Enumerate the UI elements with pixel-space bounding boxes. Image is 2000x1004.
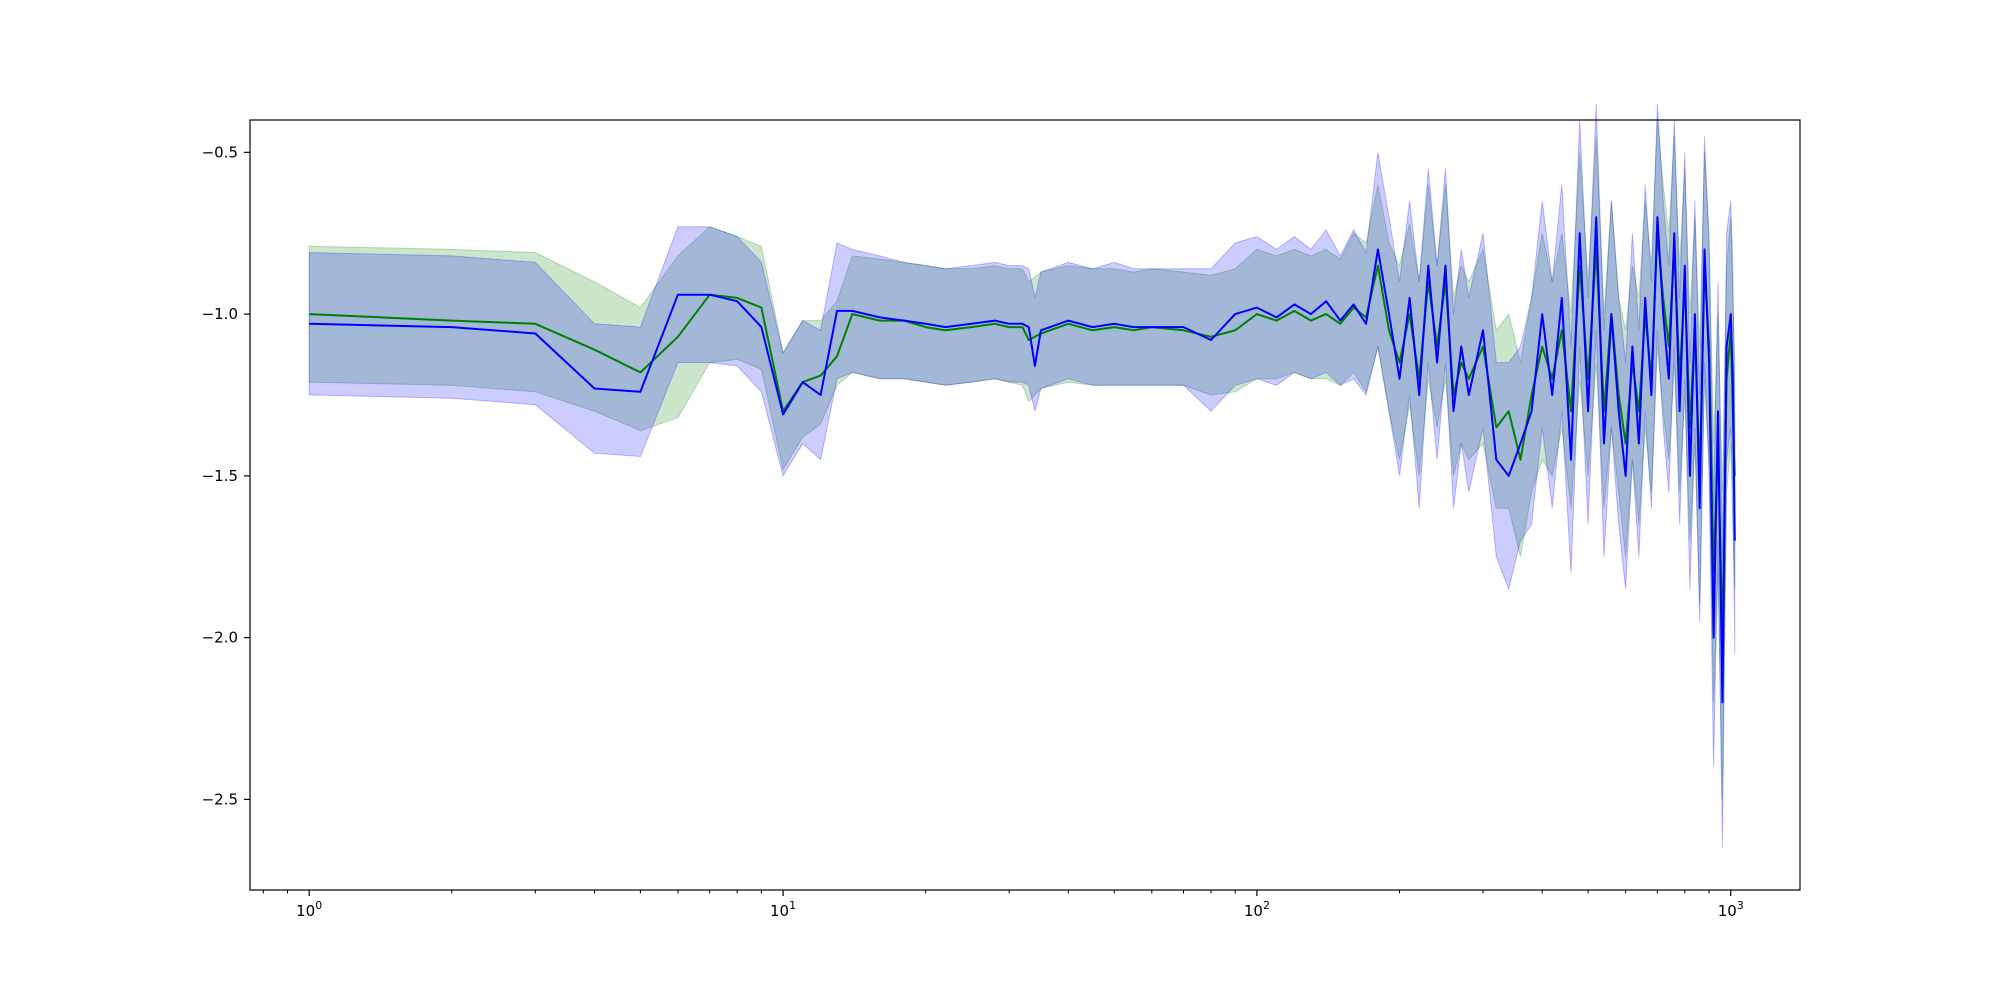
- series-lines: [309, 216, 1736, 704]
- confidence-bands: [308, 103, 1736, 848]
- y-tick-label: −1.0: [202, 305, 238, 323]
- series-1-band: [308, 119, 1736, 800]
- series-2-band: [308, 103, 1736, 848]
- y-tick-label: −0.5: [202, 143, 238, 161]
- y-tick-label: −2.5: [202, 790, 238, 808]
- y-tick-label: −2.0: [202, 629, 238, 647]
- series-2-line: [309, 216, 1736, 704]
- y-axis: −0.5 −1.0 −1.5 −2.0 −2.5: [202, 143, 250, 808]
- y-tick-label: −1.5: [202, 467, 238, 485]
- plot-area-frame: [249, 119, 1801, 891]
